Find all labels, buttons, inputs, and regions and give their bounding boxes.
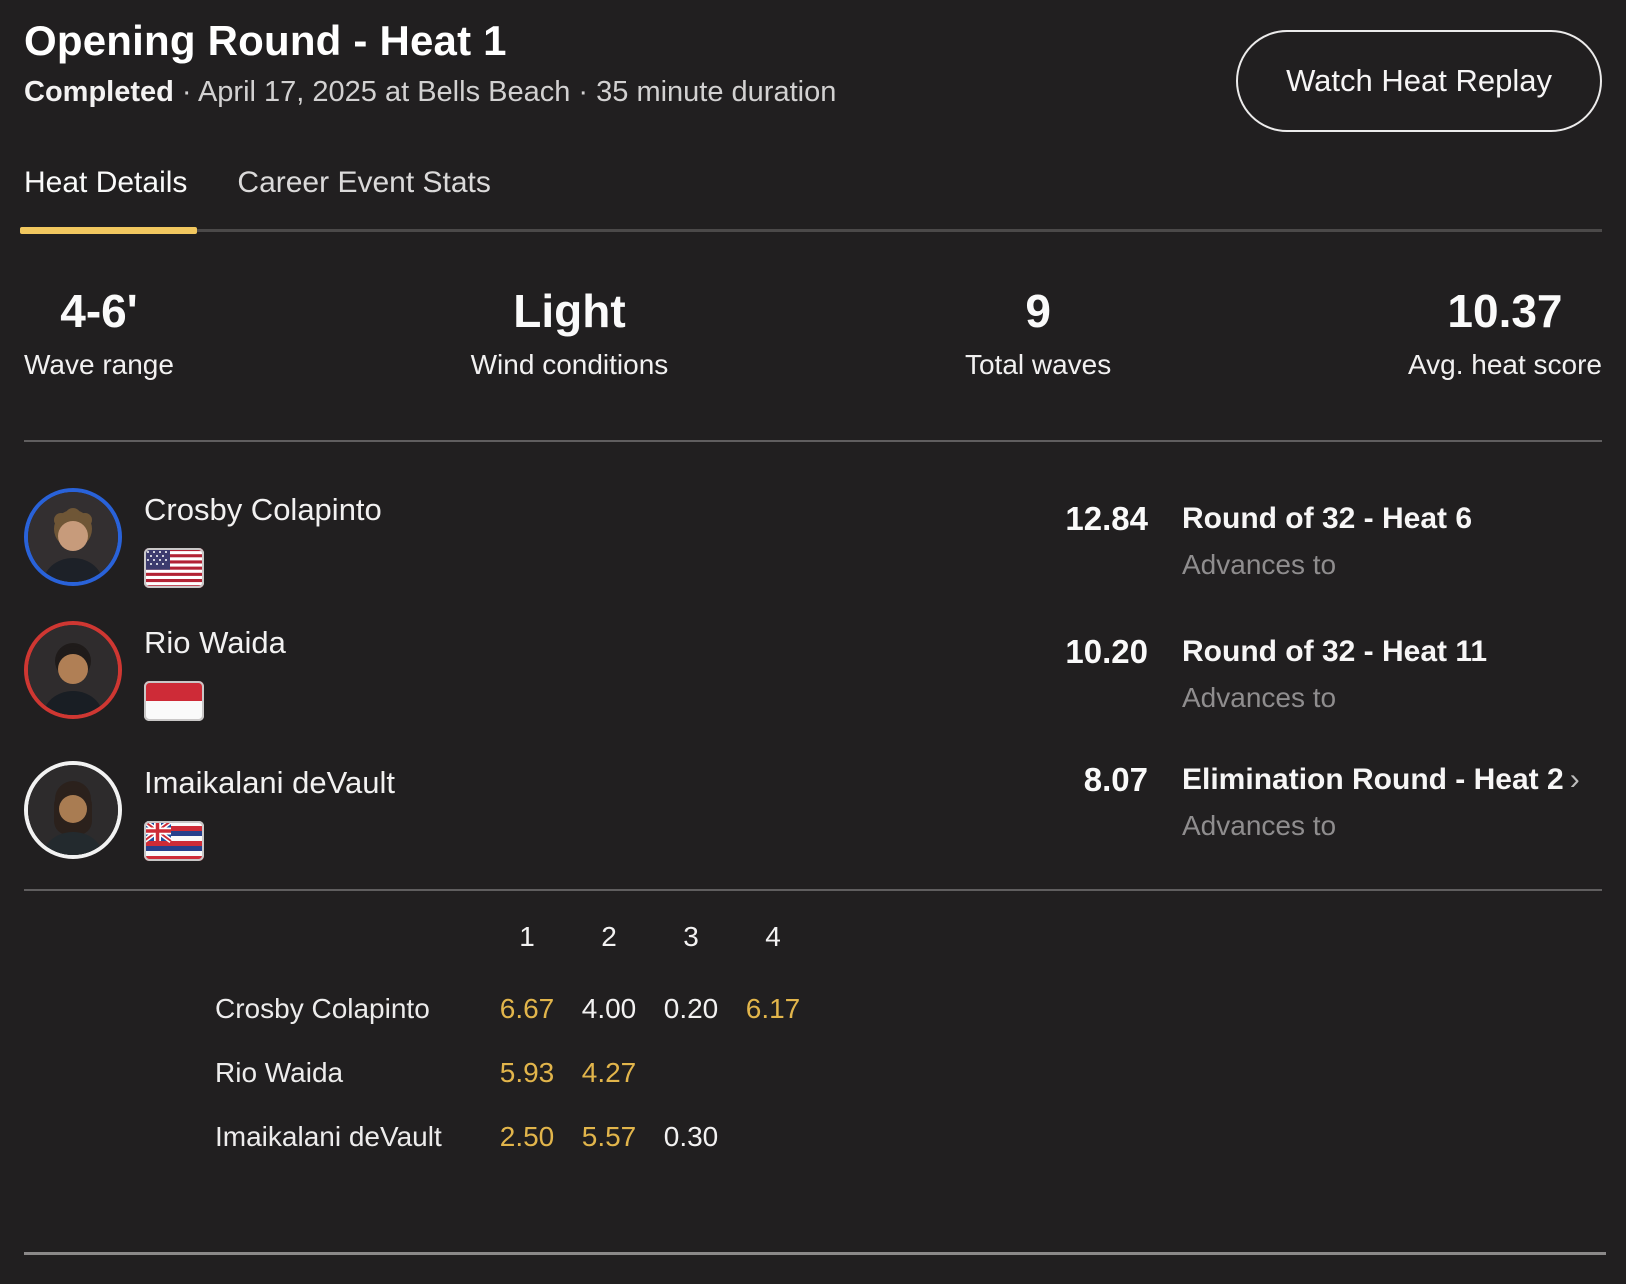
stat-avg-heat-score: 10.37 Avg. heat score xyxy=(1408,288,1602,380)
stat-wave-range: 4-6' Wave range xyxy=(24,288,174,380)
surfer-identity: Imaikalani deVault xyxy=(24,761,395,861)
surfer-name[interactable]: Imaikalani deVault xyxy=(144,765,396,800)
surfer-photo xyxy=(28,492,118,582)
header-text: Opening Round - Heat 1 Completed · April … xyxy=(24,17,836,109)
bottom-divider xyxy=(24,1252,1606,1255)
wave-row-surfer-name: Crosby Colapinto xyxy=(215,993,430,1024)
wave-row-surfer-name: Rio Waida xyxy=(215,1057,344,1088)
tab-bar: Heat Details Career Event Stats xyxy=(20,166,1602,234)
stat-value: 4-6' xyxy=(60,285,138,337)
avatar[interactable] xyxy=(24,488,122,586)
stat-total-waves: 9 Total waves xyxy=(965,288,1111,380)
advance-label: Advances to xyxy=(1182,549,1337,580)
surfer-identity: Crosby Colapinto xyxy=(24,488,382,588)
tab-heat-details[interactable]: Heat Details xyxy=(20,166,198,234)
advance-label: Advances to xyxy=(1182,682,1337,713)
surfer-name[interactable]: Crosby Colapinto xyxy=(144,492,382,527)
wave-score: 6.67 xyxy=(499,993,555,1024)
stat-value: Light xyxy=(513,285,626,337)
hawaii-flag-icon xyxy=(144,821,204,861)
advance-round[interactable]: Round of 32 - Heat 11 xyxy=(1182,633,1602,671)
wave-score: 2.50 xyxy=(499,1121,555,1152)
advance-round[interactable]: Elimination Round - Heat 2 › xyxy=(1182,761,1602,799)
name-block: Imaikalani deVault xyxy=(144,761,395,861)
wave-column-header: 3 xyxy=(683,921,699,952)
stat-label: Total waves xyxy=(964,349,1112,380)
wave-column-header: 4 xyxy=(765,921,781,952)
result-block: 10.20 Round of 32 - Heat 11 Advances to xyxy=(998,621,1602,721)
tab-label: Career Event Stats xyxy=(237,166,491,199)
watch-heat-replay-button[interactable]: Watch Heat Replay xyxy=(1236,30,1602,132)
wave-score: 4.00 xyxy=(581,993,637,1024)
result-block: 12.84 Round of 32 - Heat 6 Advances to xyxy=(998,488,1602,588)
wave-table-row: Rio Waida 5.93 4.27 xyxy=(215,1058,1602,1088)
advance-round-label: Elimination Round - Heat 2 xyxy=(1182,763,1564,796)
stat-label: Avg. heat score xyxy=(1407,349,1602,380)
surfer-photo xyxy=(28,765,118,855)
tab-career-event-stats[interactable]: Career Event Stats xyxy=(237,166,490,229)
stat-value: 10.37 xyxy=(1447,285,1563,337)
chevron-right-icon: › xyxy=(1569,763,1580,796)
surfer-row: Imaikalani deVault xyxy=(24,761,1602,861)
wave-table-header: 1 2 3 4 xyxy=(215,922,1602,952)
surfer-results-list: Crosby Colapinto xyxy=(24,442,1602,861)
wave-score: 0.20 xyxy=(663,993,719,1024)
wave-table-row: Crosby Colapinto 6.67 4.00 0.20 6.17 xyxy=(215,994,1602,1024)
heat-subtitle: Completed · April 17, 2025 at Bells Beach… xyxy=(24,76,836,108)
surfer-row: Crosby Colapinto xyxy=(24,488,1602,588)
surfer-photo xyxy=(28,625,118,715)
us-flag-icon xyxy=(144,548,204,588)
avatar[interactable] xyxy=(24,761,122,859)
wave-row-surfer-name: Imaikalani deVault xyxy=(215,1121,442,1152)
tab-label: Heat Details xyxy=(24,166,188,199)
heat-status: Completed xyxy=(24,76,174,108)
result-block: 8.07 Elimination Round - Heat 2 › Advance… xyxy=(998,761,1602,861)
advance-round-label: Round of 32 - Heat 11 xyxy=(1182,635,1488,668)
surfer-identity: Rio Waida xyxy=(24,621,286,721)
stat-wind-conditions: Light Wind conditions xyxy=(471,288,669,380)
wave-column-header: 2 xyxy=(601,921,617,952)
section-divider xyxy=(24,889,1602,891)
wave-scores-table: 1 2 3 4 Crosby Colapinto 6.67 4.00 0.20 … xyxy=(24,922,1602,1152)
stat-label: Wind conditions xyxy=(470,349,669,380)
advance-round-label: Round of 32 - Heat 6 xyxy=(1182,502,1473,535)
wave-column-header: 1 xyxy=(519,921,535,952)
section-divider xyxy=(24,440,1602,442)
stat-value: 9 xyxy=(1025,285,1051,337)
wave-score: 4.27 xyxy=(581,1057,637,1088)
active-tab-indicator xyxy=(20,227,198,234)
page-title: Opening Round - Heat 1 xyxy=(24,17,507,64)
heat-total-score: 8.07 xyxy=(1083,761,1148,798)
heat-total-score: 12.84 xyxy=(1065,500,1148,537)
name-block: Crosby Colapinto xyxy=(144,488,382,588)
wave-score: 0.30 xyxy=(663,1121,719,1152)
advance-round[interactable]: Round of 32 - Heat 6 xyxy=(1182,500,1602,538)
wave-score: 5.93 xyxy=(499,1057,555,1088)
stat-label: Wave range xyxy=(24,349,174,380)
name-block: Rio Waida xyxy=(144,621,286,721)
wave-score: 5.57 xyxy=(581,1121,637,1152)
surfer-name[interactable]: Rio Waida xyxy=(144,625,286,660)
indonesia-flag-icon xyxy=(144,681,204,721)
heat-stats: 4-6' Wave range Light Wind conditions 9 … xyxy=(24,288,1602,380)
advance-label: Advances to xyxy=(1182,810,1337,841)
header: Opening Round - Heat 1 Completed · April … xyxy=(24,0,1602,132)
wave-table-row: Imaikalani deVault 2.50 5.57 0.30 xyxy=(215,1122,1602,1152)
wave-score: 6.17 xyxy=(745,993,801,1024)
avatar[interactable] xyxy=(24,621,122,719)
surfer-row: Rio Waida 10.20 xyxy=(24,621,1602,721)
heat-total-score: 10.20 xyxy=(1065,633,1148,670)
heat-meta: · April 17, 2025 at Bells Beach · 35 min… xyxy=(181,76,837,108)
